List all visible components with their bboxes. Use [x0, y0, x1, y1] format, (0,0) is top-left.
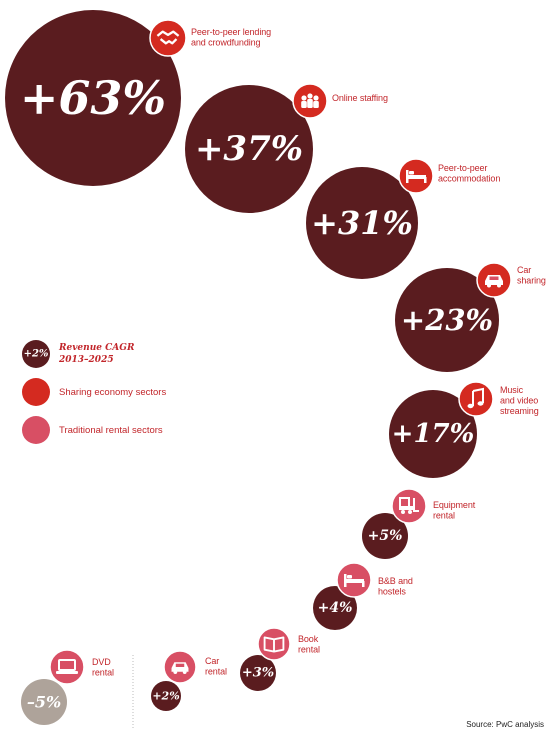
- legend-value-swatch: [22, 340, 50, 368]
- value-bubble: [395, 268, 499, 372]
- value-label: +4%: [318, 600, 353, 616]
- sector-label: Book rental: [298, 634, 320, 655]
- sector-labels: Peer-to-peer lending and crowdfunding Onli…: [92, 27, 546, 678]
- legend-sharing-swatch: [22, 378, 50, 406]
- forklift-icon: [391, 488, 427, 524]
- laptop-icon: [49, 649, 85, 685]
- sector-label: Online staffing: [332, 93, 388, 103]
- value-bubble: [185, 85, 313, 213]
- value-label: +37%: [195, 129, 303, 169]
- sector-label: Car sharing: [517, 265, 546, 286]
- value-bubble: [240, 655, 276, 691]
- value-bubble: [21, 679, 67, 725]
- sector-icons: [49, 19, 512, 685]
- legend: +2% Revenue CAGR 2013–2025 Sharing econo…: [22, 340, 166, 444]
- sector-label: Equipment rental: [433, 500, 476, 521]
- sector-label: DVD rental: [92, 657, 114, 678]
- value-bubble: [5, 10, 181, 186]
- value-label: –5%: [27, 693, 61, 712]
- sector-label: Car rental: [205, 656, 227, 677]
- value-bubble: [362, 513, 408, 559]
- source-note: Source: PwC analysis: [466, 720, 544, 729]
- book-icon: [257, 627, 291, 661]
- value-bubble: [389, 390, 477, 478]
- sector-label: Music and video streaming: [500, 385, 539, 416]
- legend-sharing-label: Sharing economy sectors: [59, 387, 166, 398]
- sector-label: B&B and hostels: [378, 576, 413, 597]
- icon-badge: [49, 649, 85, 685]
- value-label: +17%: [392, 419, 475, 449]
- people-icon: [292, 83, 328, 119]
- value-label: +2%: [152, 690, 179, 703]
- value-label: +31%: [311, 204, 413, 242]
- legend-sample-value: +2%: [24, 349, 49, 360]
- value-bubbles: +63% +37%+31% +23% +17% +5% +4% +3% +2% –5%: [5, 10, 499, 725]
- legend-title-line1: Revenue CAGR: [58, 343, 135, 353]
- legend-rental-label: Traditional rental sectors: [59, 425, 163, 436]
- bed-icon: [398, 158, 434, 194]
- value-bubble: [306, 167, 418, 279]
- value-label: +5%: [368, 528, 403, 544]
- icon-badge: [149, 19, 187, 57]
- car-icon: [476, 262, 512, 298]
- legend-title-line2: 2013–2025: [58, 355, 114, 365]
- value-bubble: [313, 586, 357, 630]
- value-label: +3%: [242, 666, 274, 681]
- bed-icon: [336, 562, 372, 598]
- legend-rental-swatch: [22, 416, 50, 444]
- value-label: +23%: [401, 303, 493, 337]
- music-note-icon: [458, 381, 494, 417]
- sector-label: Peer-to-peer lending and crowdfunding: [191, 27, 271, 48]
- icon-badge: [458, 381, 494, 417]
- car-icon: [163, 650, 197, 684]
- sector-label: Peer-to-peer accommodation: [438, 163, 500, 184]
- handshake-icon: [149, 19, 187, 57]
- value-label: +63%: [20, 71, 166, 125]
- value-bubble: [151, 681, 181, 711]
